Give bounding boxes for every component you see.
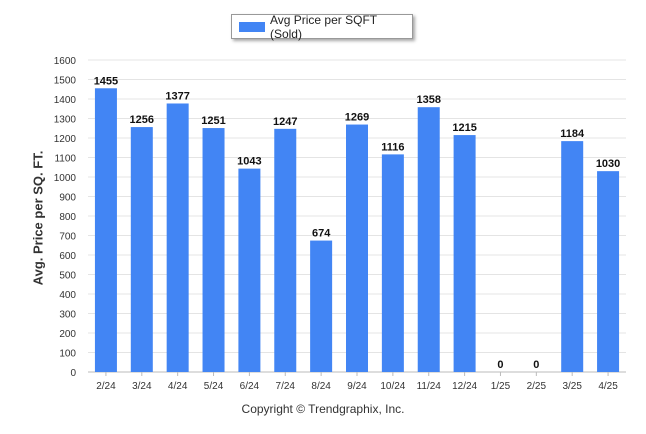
x-tick-label: 4/24 bbox=[168, 381, 188, 392]
bar bbox=[417, 107, 440, 372]
data-label: 674 bbox=[312, 228, 331, 240]
x-tick-label: 3/25 bbox=[562, 381, 582, 392]
legend-swatch bbox=[239, 21, 265, 32]
y-tick-label: 300 bbox=[59, 310, 76, 321]
y-tick-label: 0 bbox=[70, 368, 76, 379]
y-axis-label: Avg. Price per SQ. FT. bbox=[30, 150, 46, 286]
x-tick-label: 3/24 bbox=[132, 381, 152, 392]
data-label: 1030 bbox=[596, 158, 620, 170]
x-tick-label: 10/24 bbox=[380, 381, 405, 392]
bar bbox=[202, 128, 225, 372]
y-tick-label: 1200 bbox=[54, 134, 77, 145]
x-tick-label: 1/25 bbox=[491, 381, 511, 392]
bar bbox=[238, 168, 261, 372]
data-labels: 1455 1256 1377 1251 1043 1247 674 1269 1116 1358 1… bbox=[94, 75, 621, 371]
y-tick-label: 1100 bbox=[54, 154, 76, 165]
bar bbox=[597, 171, 620, 372]
legend[interactable]: Avg Price per SQFT (Sold) bbox=[231, 12, 413, 41]
y-tick-label: 1000 bbox=[54, 173, 77, 184]
y-tick-label: 1600 bbox=[54, 56, 77, 67]
bar bbox=[94, 88, 117, 373]
data-label: 0 bbox=[497, 359, 503, 371]
legend-label: Avg Price per SQFT (Sold) bbox=[269, 12, 377, 41]
x-tick-label: 12/24 bbox=[452, 381, 477, 392]
bar bbox=[381, 154, 404, 372]
y-tick-label: 700 bbox=[59, 232, 76, 243]
bar bbox=[310, 240, 333, 372]
y-tick-label: 1400 bbox=[54, 95, 77, 106]
x-tick-label: 2/25 bbox=[527, 381, 547, 392]
y-tick-label: 600 bbox=[59, 251, 76, 262]
y-axis-ticks: 0 100 200 300 400 500 600 700 800 900 1000 1100 1200… bbox=[54, 56, 77, 379]
y-tick-label: 400 bbox=[59, 290, 76, 301]
copyright-text: Copyright © Trendgraphix, Inc. bbox=[241, 402, 405, 416]
y-tick-label: 800 bbox=[59, 212, 76, 223]
x-tick-label: 6/24 bbox=[240, 381, 260, 392]
y-tick-label: 500 bbox=[59, 271, 76, 282]
x-tick-label: 7/24 bbox=[276, 381, 296, 392]
bar bbox=[274, 128, 297, 372]
data-label: 1358 bbox=[416, 94, 440, 106]
x-axis-ticks: 2/24 3/24 4/24 5/24 6/24 7/24 8/24 9/24 10/24 11/… bbox=[96, 372, 618, 392]
data-label: 1184 bbox=[560, 128, 585, 140]
x-tick-label: 11/24 bbox=[417, 381, 442, 392]
y-tick-label: 100 bbox=[59, 349, 76, 360]
y-tick-label: 1300 bbox=[54, 115, 77, 126]
bar bbox=[453, 135, 476, 372]
data-label: 1251 bbox=[201, 115, 225, 127]
data-label: 0 bbox=[533, 359, 539, 371]
data-label: 1377 bbox=[165, 90, 189, 102]
data-label: 1247 bbox=[273, 116, 297, 128]
x-tick-label: 4/25 bbox=[598, 381, 618, 392]
data-label: 1256 bbox=[130, 114, 154, 126]
x-tick-label: 8/24 bbox=[311, 381, 331, 392]
data-label: 1116 bbox=[381, 141, 404, 153]
bar bbox=[166, 103, 189, 373]
x-tick-label: 2/24 bbox=[96, 381, 116, 392]
x-tick-label: 5/24 bbox=[204, 381, 224, 392]
bar bbox=[130, 127, 153, 372]
data-label: 1269 bbox=[345, 112, 369, 124]
y-tick-label: 200 bbox=[59, 329, 76, 340]
y-tick-label: 1500 bbox=[54, 76, 77, 87]
data-label: 1455 bbox=[94, 75, 118, 87]
bars bbox=[94, 88, 620, 373]
x-tick-label: 9/24 bbox=[347, 381, 367, 392]
bar bbox=[346, 124, 368, 372]
data-label: 1215 bbox=[452, 122, 476, 134]
data-label: 1043 bbox=[237, 156, 261, 168]
y-tick-label: 900 bbox=[59, 193, 76, 204]
bar bbox=[561, 141, 584, 372]
